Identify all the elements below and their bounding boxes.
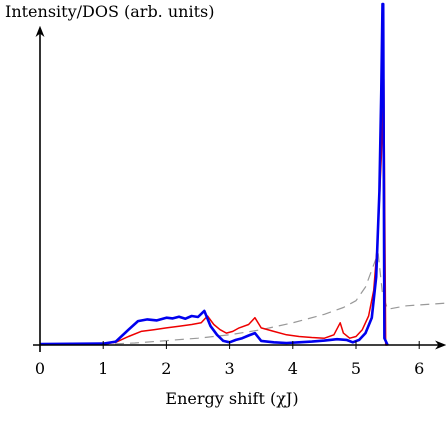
series-line-3 [39,252,448,346]
x-axis-label: Energy shift (χJ) [165,389,298,408]
x-tick-label: 3 [225,359,235,378]
x-tick-label: 5 [351,359,361,378]
x-tick-label: 1 [98,359,108,378]
y-axis-label: Intensity/DOS (arb. units) [5,2,214,21]
series-line-1 [39,2,389,346]
x-tick-label: 6 [414,359,424,378]
series-line-2 [39,78,388,346]
series-layer [39,2,448,346]
x-tick-label: 4 [288,359,298,378]
x-tick-label: 2 [161,359,171,378]
x-tick-label: 0 [35,359,45,378]
ticks-layer: 0 1 2 3 4 5 6 [35,341,424,378]
